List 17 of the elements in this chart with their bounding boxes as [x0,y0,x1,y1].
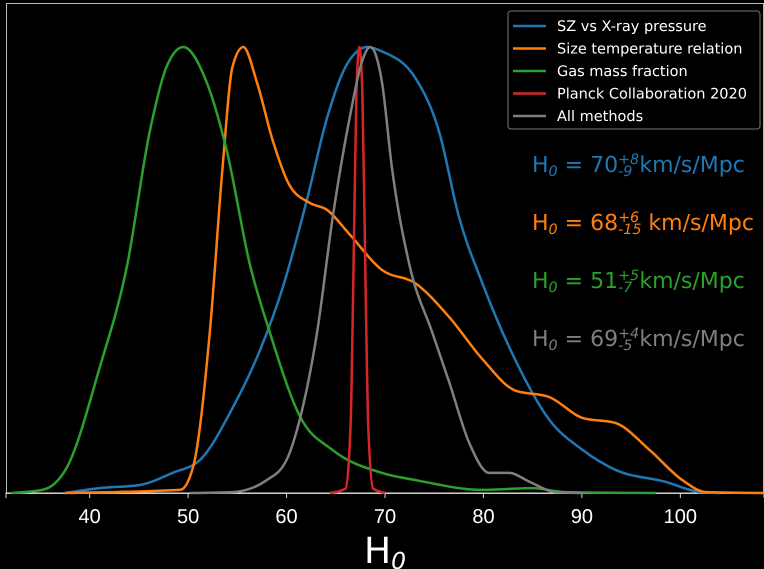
x-tick-label: 40 [78,506,101,528]
legend-label: Size temperature relation [557,42,742,58]
x-tick-label: 60 [275,506,298,528]
x-tick-label: 100 [664,506,698,528]
x-tick-label: 50 [176,506,200,528]
annotation: H$_{0}$ = 68$^{+6}$$_{-15}$ km/s/Mpc [532,210,754,238]
legend-label: Planck Collaboration 2020 [557,86,747,102]
x-tick-label: 70 [374,506,396,528]
x-axis-title: H$_{0}$ [364,531,406,569]
annotation: H$_{0}$ = 51$^{+5}$$_{-7}$ km/s/Mpc [532,268,745,296]
x-tick-label: 80 [472,506,495,528]
legend-label: All methods [557,109,644,125]
legend-label: Gas mass fraction [557,64,688,80]
legend-label: SZ vs X-ray pressure [557,19,707,35]
annotation: H$_{0}$ = 70$^{+8}$$_{-9}$ km/s/Mpc [532,152,745,180]
x-tick-label: 90 [570,506,594,528]
annotation: H$_{0}$ = 69$^{+4}$$_{-5}$ km/s/Mpc [532,326,745,354]
